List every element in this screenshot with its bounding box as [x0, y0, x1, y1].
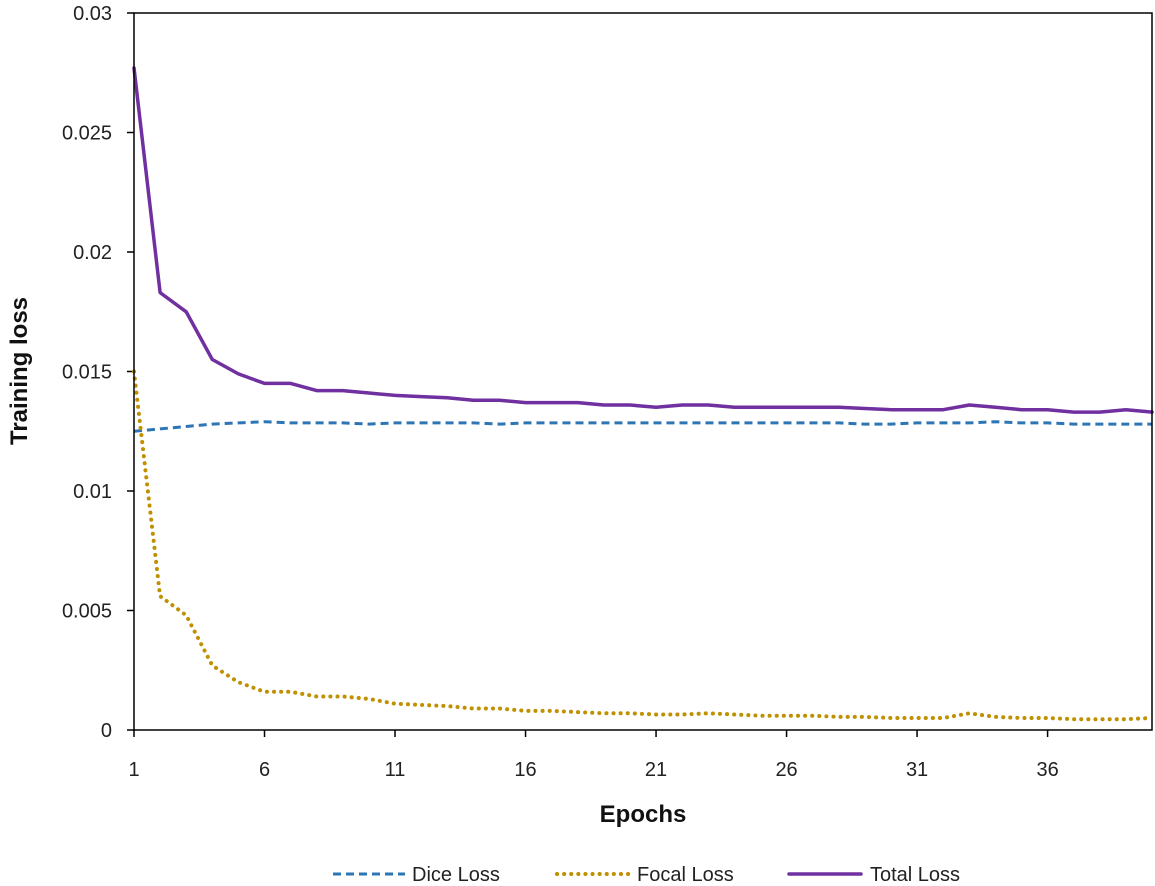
y-tick-label: 0.03	[73, 3, 112, 25]
y-tick-label: 0.025	[62, 123, 112, 145]
legend-label-focal-loss: Focal Loss	[637, 864, 734, 886]
series-line-total-loss	[132, 66, 1154, 414]
plot-area-frame	[133, 12, 1153, 731]
x-tick-label: 6	[259, 759, 270, 781]
x-axis-ticks: 1 6 11 16 21 26 31 36	[128, 730, 1059, 781]
x-tick-label: 31	[906, 759, 928, 781]
x-tick-label: 11	[385, 759, 406, 781]
y-tick-label: 0.015	[62, 362, 112, 384]
series-line-focal-loss	[132, 369, 1154, 722]
y-axis-ticks: 0 0.005 0.01 0.015 0.02 0.025 0.03	[62, 3, 134, 742]
x-tick-label: 36	[1036, 759, 1058, 781]
y-tick-label: 0.02	[73, 242, 112, 264]
series-layer	[132, 66, 1154, 722]
x-tick-label: 26	[775, 759, 797, 781]
x-tick-label: 16	[514, 759, 536, 781]
x-tick-label: 1	[128, 759, 139, 781]
y-tick-label: 0.005	[62, 601, 112, 623]
y-tick-label: 0.01	[73, 481, 112, 503]
y-axis-title: Training loss	[6, 297, 33, 445]
legend: Dice Loss Focal Loss Total Loss	[333, 864, 960, 886]
y-tick-label: 0	[101, 720, 112, 742]
series-line-dice-loss	[133, 420, 1152, 433]
x-tick-label: 21	[645, 759, 667, 781]
legend-label-dice-loss: Dice Loss	[412, 864, 500, 886]
x-axis-title: Epochs	[600, 801, 687, 828]
legend-label-total-loss: Total Loss	[870, 864, 960, 886]
